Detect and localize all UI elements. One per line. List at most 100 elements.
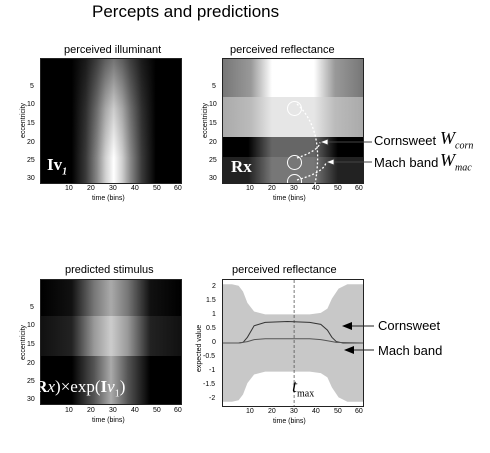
lower-cornsweet-arrowhead [342,322,352,330]
formula-I: I [100,377,108,396]
machband-symbol-main: W [440,150,455,170]
ytick: 20 [27,360,35,367]
ytick: 20 [27,139,35,146]
xtick: 20 [87,407,95,414]
formula-sub: 1 [114,388,120,400]
ytick: 15 [27,341,35,348]
panel-title-predicted-stimulus: predicted stimulus [65,264,154,276]
ytick: 20 [209,139,217,146]
ytick: 15 [209,120,217,127]
ytick: 25 [209,157,217,164]
lower-machband-arrowhead [344,346,354,354]
cornsweet-symbol-sub: corn [455,140,474,152]
lower-annotation-arrows [342,322,374,354]
ytick: 25 [27,157,35,164]
ytick: 10 [209,101,217,108]
xtick: 30 [290,408,298,415]
machband-symbol-sub: mac [455,162,472,174]
xtick: 20 [268,185,276,192]
xtick: 50 [153,185,161,192]
ytick: 1 [212,311,216,318]
xtick: 10 [246,408,254,415]
formula-times-exp: )×exp( [55,377,101,396]
xtick: 40 [312,408,320,415]
cornsweet-dotted-curve [296,103,319,185]
stimulus-band-middle [41,316,181,356]
tmax-sub: max [297,388,315,400]
tmax-label: tmax [292,376,314,400]
formula-exp-open: exp( [5,377,36,396]
xtick: 30 [109,407,117,414]
ytick: 5 [212,83,216,90]
xlabel-reflectance-image: time (bins) [273,195,306,202]
xtick: 50 [153,407,161,414]
xtick: 10 [65,407,73,414]
ytick: 30 [209,175,217,182]
xtick: 50 [334,185,342,192]
predicted-stimulus-image [40,279,182,405]
xtick: 30 [109,185,117,192]
stimulus-band-lower [41,356,181,404]
ytick: 10 [27,322,35,329]
lower-cornsweet-label: Cornsweet [378,318,441,333]
xlabel-predicted-stimulus: time (bins) [92,417,125,424]
cornsweet-label: Cornsweet [374,133,437,148]
cornsweet-symbol-main: W [440,128,455,148]
reflectance-symbol: Rx [231,157,252,177]
xtick: 40 [131,407,139,414]
illuminant-symbol-sub: 1 [62,166,68,178]
ytick: 0.5 [206,325,216,332]
reflectance-band-top [223,59,363,97]
xlabel-reflectance-plot: time (bins) [273,418,306,425]
ytick: 5 [30,304,34,311]
ylabel-reflectance-image: eccentricity [202,102,209,138]
ytick: 2 [212,283,216,290]
machband-dotted-curve-2 [296,161,327,181]
xlabel-illuminant: time (bins) [92,195,125,202]
xtick: 60 [355,185,363,192]
plot-layer [223,280,363,406]
stimulus-band-top [41,280,181,316]
panel-title-reflectance-image: perceived reflectance [230,44,335,56]
reflectance-image: Rx [222,58,364,184]
annotation-arrows [296,103,372,185]
tmax-main: t [292,376,298,396]
cornsweet-arrowhead [318,138,329,146]
lower-machband-label: Mach band [378,343,443,358]
panel-title-reflectance-plot: perceived reflectance [232,264,337,276]
ytick: 30 [27,396,35,403]
ytick: 15 [27,120,35,127]
formula-x: x [47,377,56,396]
ytick: 10 [27,101,35,108]
xtick: 50 [334,408,342,415]
illuminant-symbol: Iv1 [47,155,67,177]
panel-title-illuminant: perceived illuminant [64,44,162,56]
xtick: 20 [268,408,276,415]
ytick: -1 [209,367,216,374]
ytick: 30 [27,175,35,182]
ytick: 0 [212,339,216,346]
machband-label: Mach band [374,155,439,170]
series-line-mach-band [223,338,363,344]
ytick: 1.5 [206,297,216,304]
machband-arrowhead [324,158,335,166]
illuminant-image: Iv1 [40,58,182,184]
ytick: -1.5 [203,381,216,388]
ylabel-illuminant: eccentricity [20,102,27,138]
stimulus-formula: exp(Rx)×exp(Iv1) [5,377,125,399]
ylabel-predicted-stimulus: eccentricity [20,324,27,360]
illuminant-symbol-main: Iv [47,155,63,174]
machband-marker-circle-1 [287,155,302,170]
xtick: 40 [312,185,320,192]
cornsweet-marker-circle [287,101,302,116]
xtick: 60 [355,408,363,415]
illuminant-shading [41,59,181,183]
ytick: -0.5 [203,353,216,360]
series-line-cornsweet [223,320,363,344]
xtick: 20 [87,185,95,192]
reflectance-plot [222,279,364,407]
figure-title: Percepts and predictions [92,2,280,21]
reflectance-symbol-main: Rx [231,157,252,176]
machband-symbol: Wmac [440,150,472,174]
cornsweet-symbol: Wcorn [440,128,473,152]
